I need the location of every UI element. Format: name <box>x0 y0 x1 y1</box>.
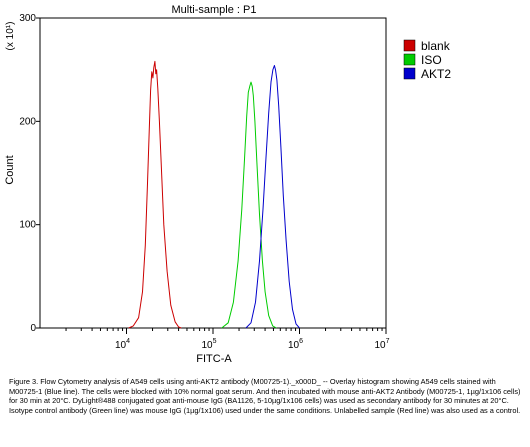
x-tick-label-exponent: 4 <box>126 338 130 345</box>
y-axis-label: Count <box>4 155 16 184</box>
y-tick-label: 100 <box>19 220 36 231</box>
x-axis-label: FITC-A <box>196 353 232 365</box>
histogram-curve-blank <box>128 60 182 329</box>
legend-swatch-iso <box>403 53 416 66</box>
x-tick-label: 104 <box>115 338 130 351</box>
y-tick-label: 0 <box>30 323 36 334</box>
legend-swatch-blank <box>403 39 416 52</box>
x-tick-label-exponent: 5 <box>213 338 217 345</box>
flow-cytometry-histogram: 0 100 200 300 104 105 106 107 blank ISO AKT2 Mult… <box>4 4 451 365</box>
x-tick-label-base: 10 <box>374 340 386 351</box>
chart-title: Multi-sample : P1 <box>172 4 257 16</box>
y-tick-label: 200 <box>19 116 36 127</box>
x-tick-label-base: 10 <box>115 340 127 351</box>
legend-swatch-akt2 <box>403 67 416 80</box>
x-tick-label-base: 10 <box>201 340 213 351</box>
x-tick-label: 106 <box>288 338 303 351</box>
x-tick-label-exponent: 7 <box>386 338 390 345</box>
plot-area-frame <box>39 17 387 329</box>
x-tick-label-exponent: 6 <box>299 338 303 345</box>
histogram-curve-akt2 <box>245 65 300 329</box>
legend-label-blank: blank <box>421 39 451 53</box>
legend-label-akt2: AKT2 <box>421 67 451 81</box>
x-tick-label-base: 10 <box>288 340 300 351</box>
histogram-curve-iso <box>221 81 277 329</box>
y-tick-label: 300 <box>19 13 36 24</box>
y-axis-multiplier: (x 10¹) <box>5 22 16 51</box>
x-tick-label: 105 <box>201 338 216 351</box>
figure-caption: Figure 3. Flow Cytometry analysis of A54… <box>9 377 521 415</box>
legend-label-iso: ISO <box>421 53 442 67</box>
x-tick-label: 107 <box>374 338 389 351</box>
